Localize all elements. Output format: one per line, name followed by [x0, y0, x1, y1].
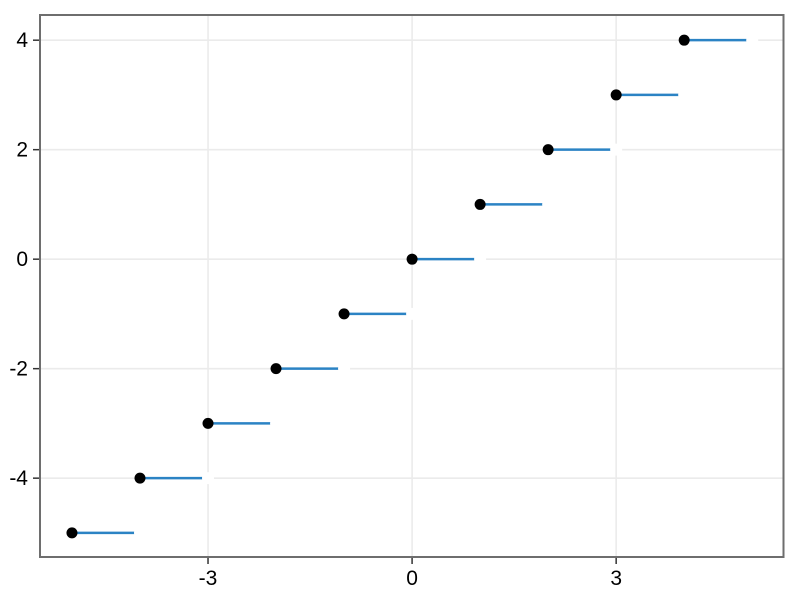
- open-endpoint-marker: [542, 198, 555, 211]
- closed-endpoint-marker: [134, 472, 146, 484]
- x-tick-label: -3: [199, 567, 218, 590]
- closed-endpoint-marker: [202, 417, 214, 429]
- open-endpoint-marker: [338, 362, 351, 375]
- closed-endpoint-marker: [406, 253, 418, 265]
- x-tick-label: 0: [406, 567, 418, 590]
- x-tick-label: 3: [610, 567, 622, 590]
- closed-endpoint-marker: [474, 198, 486, 210]
- open-endpoint-marker: [678, 88, 691, 101]
- closed-endpoint-marker: [338, 308, 350, 320]
- y-tick-label: -4: [9, 467, 28, 490]
- closed-endpoint-marker: [542, 144, 554, 156]
- open-endpoint-marker: [474, 253, 487, 266]
- y-tick-label: 0: [16, 248, 28, 271]
- y-tick-label: -2: [9, 358, 28, 381]
- open-endpoint-marker: [202, 472, 215, 485]
- open-endpoint-marker: [406, 307, 419, 320]
- closed-endpoint-marker: [66, 527, 78, 539]
- axis-frame: [39, 14, 785, 558]
- open-endpoint-marker: [133, 526, 146, 539]
- closed-endpoint-marker: [678, 34, 690, 46]
- open-endpoint-marker: [270, 417, 283, 430]
- open-endpoint-marker: [746, 34, 759, 47]
- open-endpoint-marker: [610, 143, 623, 156]
- closed-endpoint-marker: [610, 89, 622, 101]
- closed-endpoint-marker: [270, 363, 282, 375]
- y-tick-label: 4: [16, 29, 28, 52]
- y-tick-label: 2: [16, 139, 28, 162]
